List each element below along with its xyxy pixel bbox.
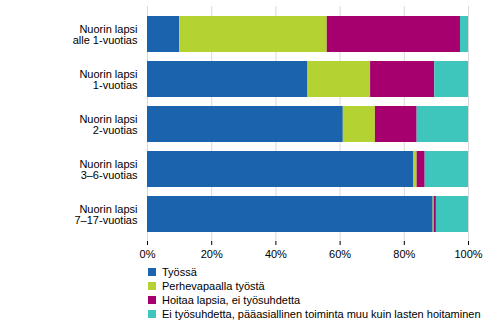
- svg-text:Nuorin lapsi2-vuotias: Nuorin lapsi2-vuotias: [79, 113, 138, 136]
- html-text:Työssä: Työssä: [162, 266, 197, 278]
- html-text:Hoitaa lapsia, ei työsuhdetta: Hoitaa lapsia, ei työsuhdetta: [162, 294, 301, 306]
- svg-text:Nuorin lapsialle 1-vuotias: Nuorin lapsialle 1-vuotias: [73, 23, 138, 46]
- svg-text:20%: 20%: [201, 248, 223, 260]
- svg-text:Nuorin lapsi3–6-vuotias: Nuorin lapsi3–6-vuotias: [79, 158, 138, 181]
- svg-text:0%: 0%: [140, 248, 156, 260]
- svg-text:Nuorin lapsi1-vuotias: Nuorin lapsi1-vuotias: [79, 68, 138, 91]
- svg-text:60%: 60%: [329, 248, 351, 260]
- html-text:Ei työsuhdetta, pääasiallinen: Ei työsuhdetta, pääasiallinen toiminta m…: [162, 308, 481, 320]
- svg-text:100%: 100%: [454, 248, 482, 260]
- svg-text:40%: 40%: [265, 248, 287, 260]
- svg-text:80%: 80%: [393, 248, 415, 260]
- svg-text:Nuorin lapsi7–17-vuotias: Nuorin lapsi7–17-vuotias: [75, 203, 138, 226]
- html-text:Perhevapaalla työstä: Perhevapaalla työstä: [162, 280, 265, 292]
